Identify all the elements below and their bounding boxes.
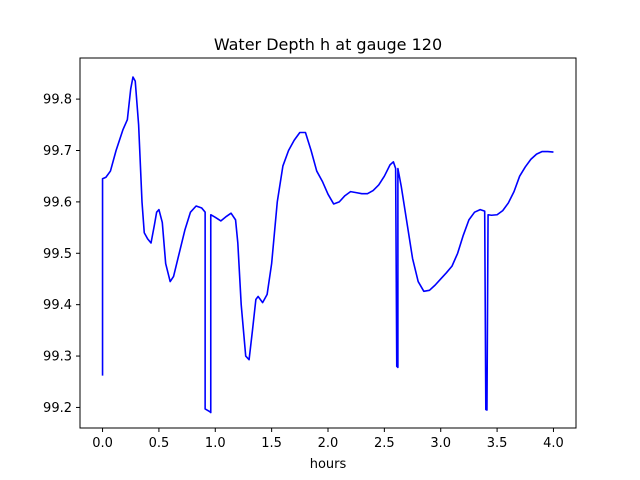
x-tick-label: 0.5 [149, 436, 170, 451]
x-tick-label: 2.5 [374, 436, 395, 451]
x-tick-label: 3.0 [430, 436, 451, 451]
y-tick-label: 99.3 [43, 350, 72, 365]
y-axis-ticks: 99.2 99.3 99.4 99.5 99.6 99.7 99.8 [43, 93, 80, 416]
y-tick-label: 99.2 [43, 401, 72, 416]
x-axis-label: hours [310, 457, 347, 472]
y-tick-label: 99.4 [43, 298, 72, 313]
y-tick-label: 99.7 [43, 144, 72, 159]
x-tick-label: 1.5 [261, 436, 282, 451]
y-tick-label: 99.6 [43, 195, 72, 210]
x-tick-label: 2.0 [318, 436, 339, 451]
series-layer [101, 76, 554, 414]
chart-title: Water Depth h at gauge 120 [214, 35, 442, 54]
y-tick-label: 99.8 [43, 93, 72, 108]
plot-area [80, 58, 576, 428]
x-tick-label: 0.0 [92, 436, 113, 451]
x-tick-label: 1.0 [205, 436, 226, 451]
plot-frame [79, 57, 577, 429]
x-axis-ticks: 0.0 0.5 1.0 1.5 2.0 2.5 3.0 3.5 4.0 [92, 428, 564, 451]
x-tick-label: 3.5 [487, 436, 508, 451]
series-line [101, 76, 554, 414]
x-tick-label: 4.0 [543, 436, 564, 451]
y-tick-label: 99.5 [43, 247, 72, 262]
